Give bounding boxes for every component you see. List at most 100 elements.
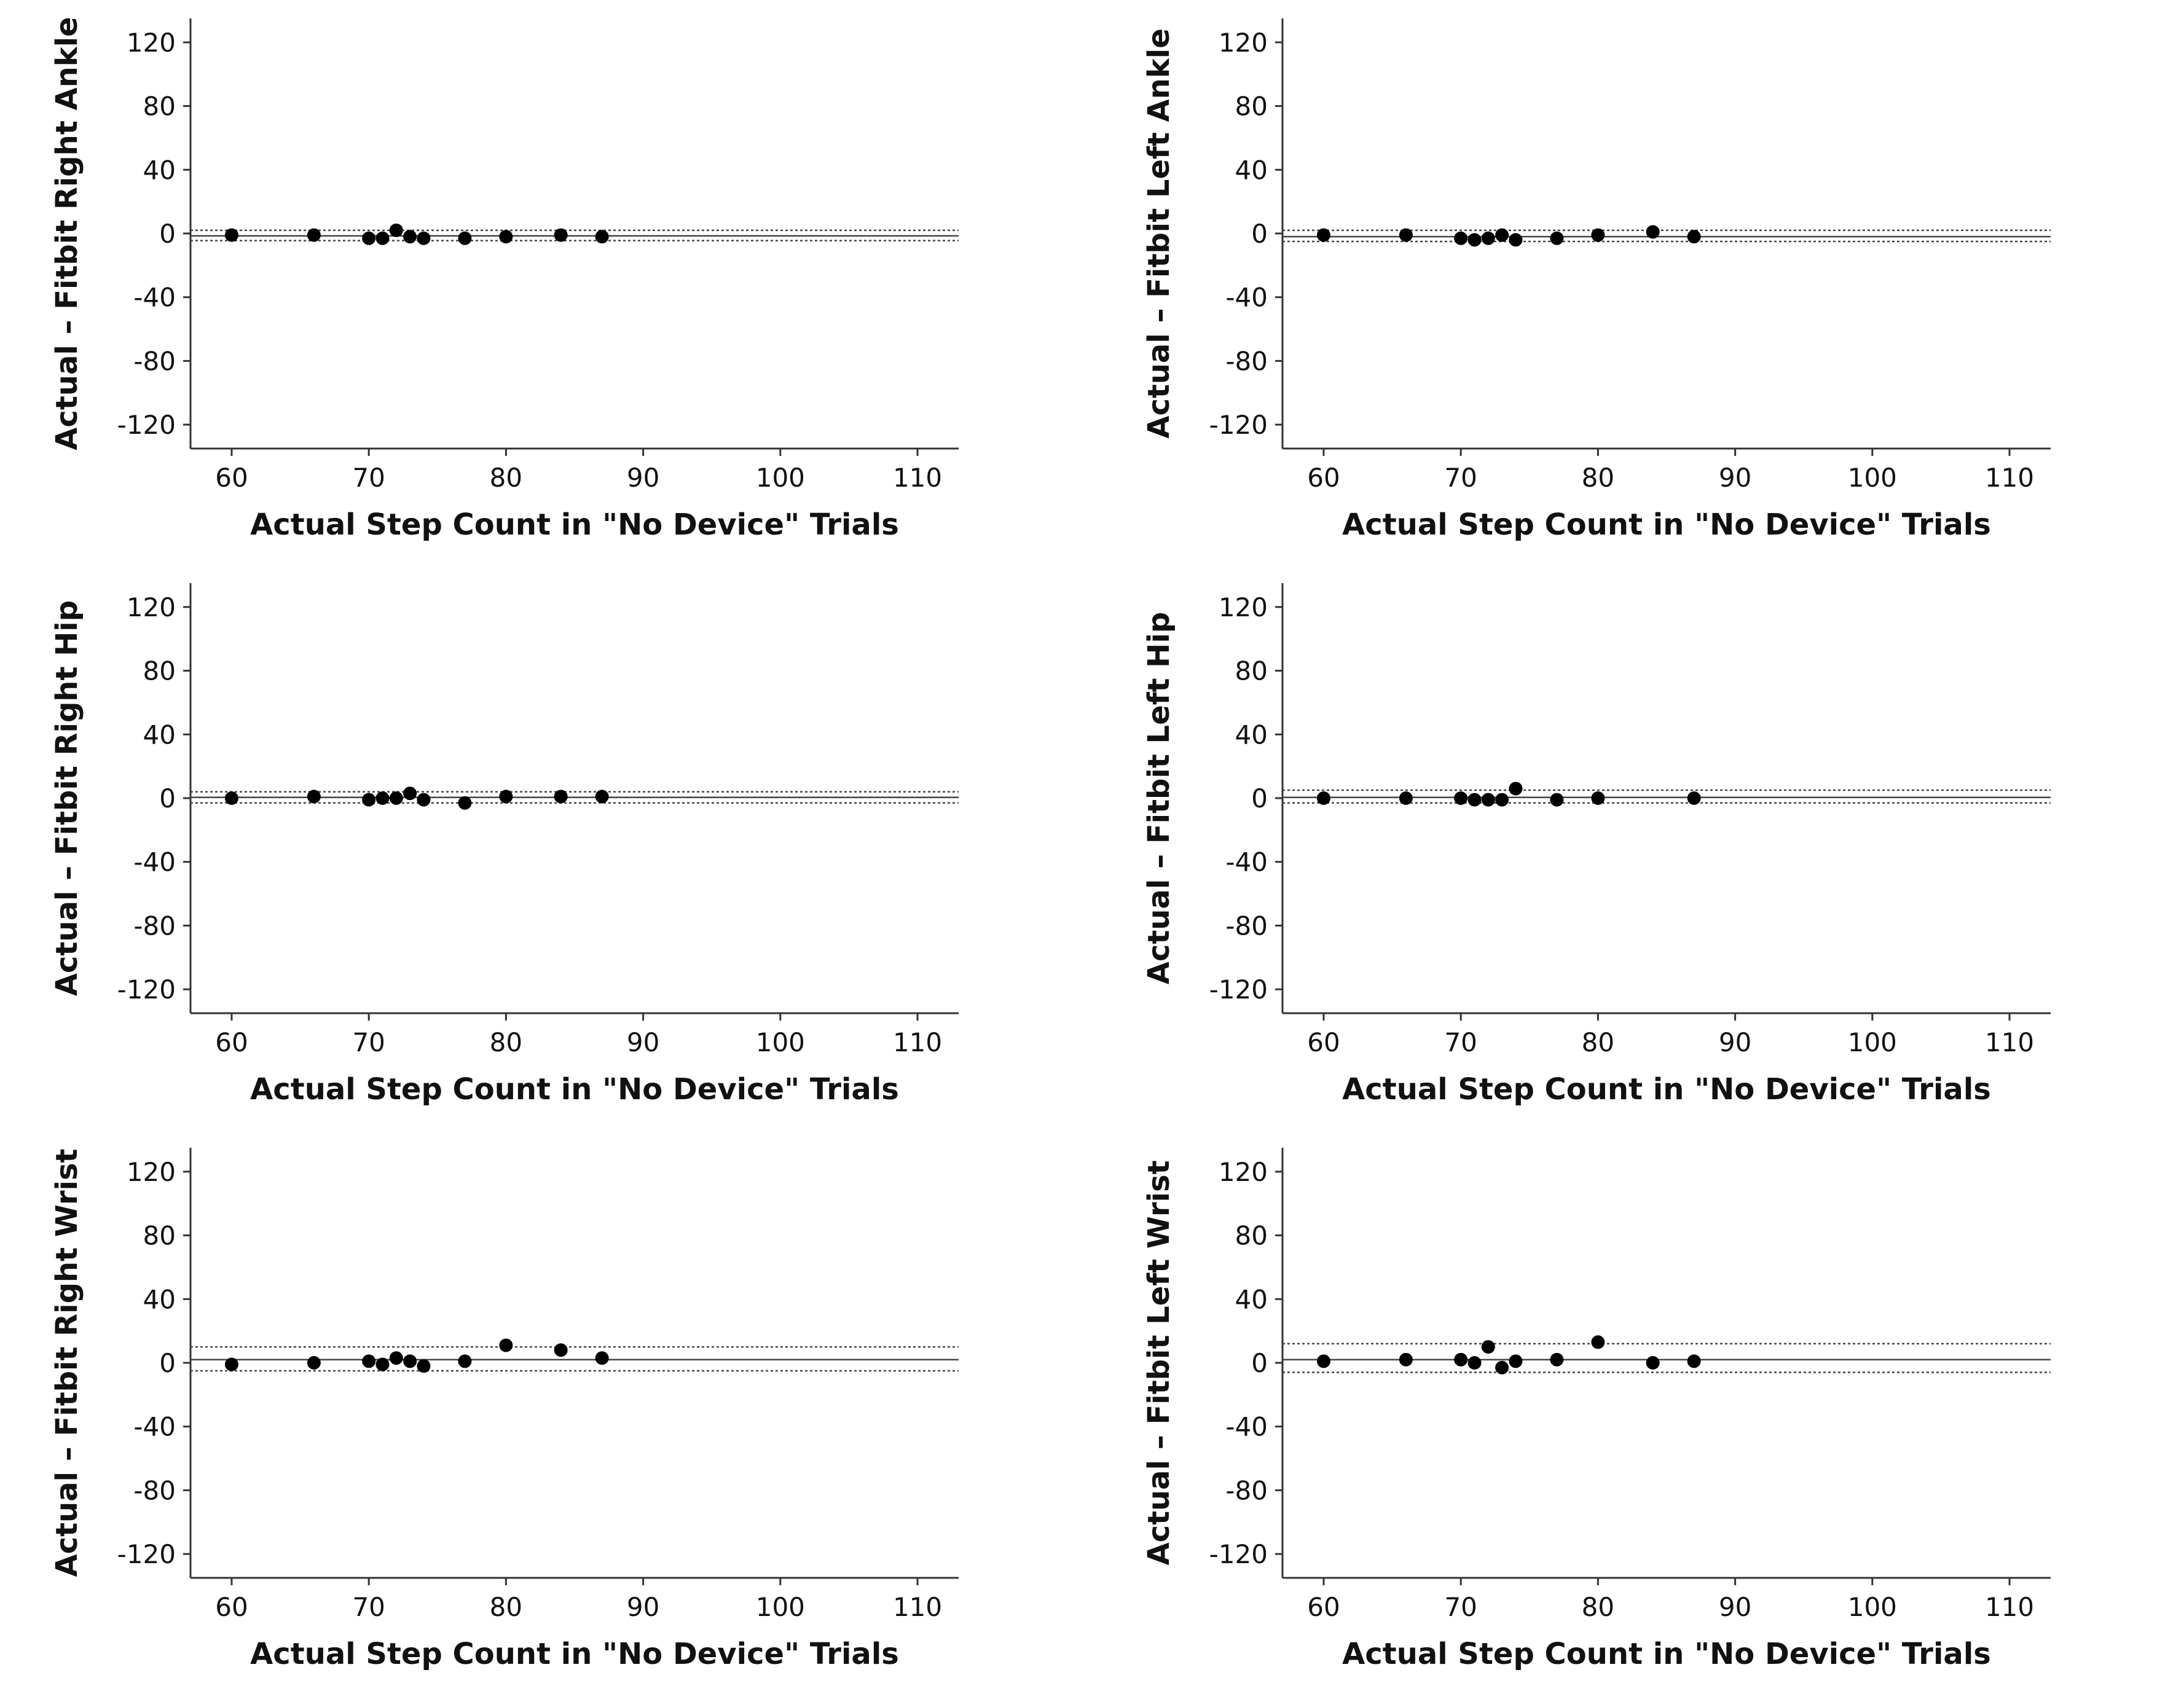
x-tick-label: 100 (1848, 1027, 1897, 1057)
point (1467, 793, 1482, 807)
y-axis-label: Actual – Fitbit Left Hip (1142, 612, 1176, 984)
x-tick-label: 80 (1582, 1027, 1614, 1057)
y-axis-label: Actual – Fitbit Left Ankle (1142, 28, 1176, 439)
point (1481, 1340, 1495, 1354)
point (458, 796, 472, 810)
point (307, 228, 321, 242)
x-tick-label: 90 (1719, 1592, 1751, 1622)
y-tick-label: -120 (1209, 974, 1268, 1005)
x-axis-label: Actual Step Count in "No Device" Trials (250, 508, 899, 542)
y-tick-label: 0 (159, 1348, 176, 1378)
y-tick-label: -80 (1225, 1475, 1268, 1505)
point (307, 1356, 321, 1370)
x-tick-label: 90 (627, 1027, 659, 1057)
x-tick-label: 60 (215, 1592, 248, 1622)
y-tick-label: -120 (1209, 410, 1268, 440)
point (1399, 228, 1413, 242)
y-axis-label: Actual – Fitbit Right Wrist (50, 1149, 84, 1577)
y-tick-label: 0 (1251, 783, 1268, 814)
panel: -120 -80 -40 0 40 80 120 60 70 80 90 100 110 Actual S… (1142, 1148, 2051, 1671)
point (1399, 1352, 1413, 1367)
point (554, 790, 568, 804)
x-tick-label: 80 (490, 1592, 522, 1622)
y-tick-label: 80 (143, 92, 176, 122)
x-tick-label: 110 (1985, 1592, 2034, 1622)
x-tick-label: 80 (490, 463, 522, 493)
y-tick-label: 80 (143, 1221, 176, 1251)
y-tick-label: 80 (143, 656, 176, 686)
point (1509, 233, 1523, 247)
x-tick-label: 60 (215, 1027, 248, 1057)
point (499, 1338, 513, 1352)
y-tick-label: -80 (133, 911, 176, 941)
point (417, 231, 431, 245)
point (1550, 231, 1564, 245)
y-tick-label: 0 (159, 783, 176, 814)
point (1687, 230, 1701, 244)
point (1495, 793, 1509, 807)
x-tick-label: 110 (893, 1592, 942, 1622)
x-axis-label: Actual Step Count in "No Device" Trials (250, 1072, 899, 1107)
y-tick-label: 120 (127, 592, 176, 622)
y-tick-label: -40 (1225, 1412, 1268, 1442)
y-tick-label: 40 (143, 1284, 176, 1314)
point (307, 790, 321, 804)
x-tick-label: 90 (627, 1592, 659, 1622)
x-tick-label: 80 (1582, 1592, 1614, 1622)
y-tick-label: 0 (1251, 1348, 1268, 1378)
x-tick-label: 100 (1848, 463, 1897, 493)
point (1687, 791, 1701, 805)
y-axis-label: Actual – Fitbit Left Wrist (1142, 1160, 1176, 1565)
x-axis-label: Actual Step Count in "No Device" Trials (250, 1637, 899, 1671)
point (1591, 791, 1605, 805)
point (1399, 791, 1413, 805)
y-tick-label: -120 (117, 1539, 176, 1569)
point (375, 791, 390, 805)
x-tick-label: 90 (1719, 463, 1751, 493)
y-tick-label: 80 (1235, 1221, 1268, 1251)
x-tick-label: 100 (1848, 1592, 1897, 1622)
point (595, 790, 609, 804)
x-tick-label: 80 (490, 1027, 522, 1057)
point (403, 786, 417, 801)
y-tick-label: 120 (127, 1157, 176, 1187)
point (1550, 793, 1564, 807)
point (1687, 1354, 1701, 1368)
x-tick-label: 70 (352, 463, 385, 493)
y-tick-label: -120 (117, 410, 176, 440)
point (362, 1354, 376, 1368)
point (1467, 233, 1482, 247)
point (1316, 228, 1330, 242)
x-axis-label: Actual Step Count in "No Device" Trials (1342, 1637, 1991, 1671)
x-tick-label: 100 (756, 1027, 805, 1057)
point (224, 228, 238, 242)
point (554, 228, 568, 242)
point (1509, 782, 1523, 796)
point (458, 231, 472, 245)
point (554, 1343, 568, 1357)
x-tick-label: 60 (1307, 1027, 1340, 1057)
x-tick-label: 100 (756, 463, 805, 493)
y-tick-label: -40 (1225, 847, 1268, 877)
y-tick-label: -80 (1225, 346, 1268, 376)
point (595, 230, 609, 244)
point (417, 1359, 431, 1373)
y-tick-label: -120 (117, 974, 176, 1005)
x-tick-label: 60 (1307, 1592, 1340, 1622)
point (458, 1354, 472, 1368)
point (1316, 1354, 1330, 1368)
x-tick-label: 70 (1444, 463, 1477, 493)
point (1467, 1356, 1482, 1370)
y-tick-label: 40 (1235, 155, 1268, 185)
point (1454, 1352, 1468, 1367)
panel: -120 -80 -40 0 40 80 120 60 70 80 90 100 110 Actual S… (50, 583, 959, 1107)
point (375, 231, 390, 245)
y-tick-label: 120 (127, 28, 176, 58)
point (403, 1354, 417, 1368)
y-tick-label: 80 (1235, 656, 1268, 686)
point (389, 1351, 403, 1365)
point (417, 793, 431, 807)
y-tick-label: 40 (1235, 1284, 1268, 1314)
